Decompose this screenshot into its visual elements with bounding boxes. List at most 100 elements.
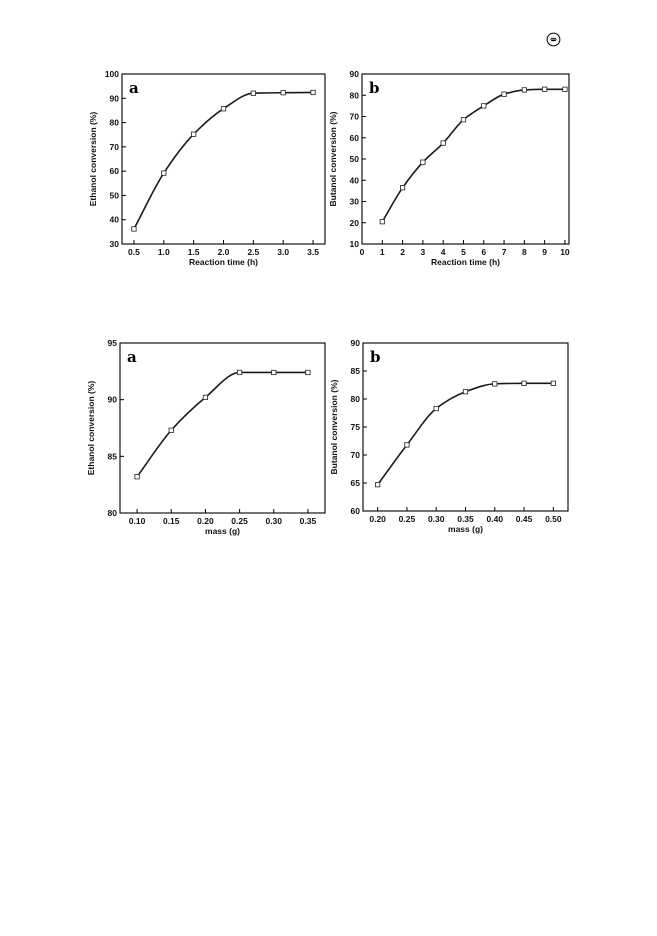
x-tick-label: 0.50: [545, 514, 562, 524]
data-point: [134, 474, 140, 480]
series-line: [133, 91, 314, 230]
x-axis-title: mass (g): [448, 524, 483, 534]
data-point: [433, 405, 439, 412]
data-point: [375, 482, 381, 488]
data-point: [492, 381, 498, 387]
y-tick-label: 60: [351, 506, 361, 516]
y-tick-label: 90: [351, 338, 361, 348]
x-tick-label: 3.0: [277, 247, 289, 257]
series-line: [381, 88, 565, 223]
data-point: [440, 140, 446, 146]
x-tick-label: 2.5: [247, 247, 259, 257]
y-tick-label: 80: [108, 508, 118, 518]
chart-ethanol-vs-mass: 0.10 0.15 0.20 0.25 0.30 0.35 80 85 90 95 mass (g)…: [86, 338, 326, 536]
y-tick-label: 70: [110, 142, 120, 152]
y-tick-label: 40: [110, 215, 120, 225]
y-tick-label: 60: [110, 166, 120, 176]
data-point: [420, 159, 426, 165]
y-tick-label: 90: [350, 69, 360, 79]
data-point: [481, 103, 487, 109]
data-point: [399, 185, 406, 191]
data-point: [404, 442, 410, 448]
plot-frame: [361, 73, 570, 245]
y-axis-title: Butanol conversion (%): [328, 111, 338, 206]
data-point: [271, 369, 277, 376]
x-tick-label: 1: [380, 247, 385, 257]
data-point: [379, 219, 385, 225]
y-axis-title: Ethanol conversion (%): [86, 381, 96, 476]
x-tick-label: 0.20: [369, 514, 386, 524]
x-tick-label: 1.5: [188, 247, 200, 257]
x-tick-label: 0.20: [197, 516, 214, 526]
x-tick-label: 0.35: [300, 516, 317, 526]
x-tick-label: 2.0: [218, 247, 230, 257]
data-point: [562, 86, 568, 92]
data-point: [305, 369, 311, 376]
plot-frame: [121, 73, 326, 245]
x-tick-label: 0.35: [457, 514, 474, 524]
x-tick-label: 0.10: [129, 516, 146, 526]
y-tick-label: 20: [350, 218, 360, 228]
data-point: [521, 380, 527, 386]
x-tick-label: 4: [441, 247, 446, 257]
y-tick-label: 50: [350, 154, 360, 164]
data-point: [521, 87, 527, 93]
chart-ethanol-vs-time: 0.5 1.0 1.5 2.0 2.5 3.0 3.5 30 40 50 60 70 80 90 100 Re…: [88, 69, 326, 267]
series-line: [376, 382, 554, 486]
y-tick-label: 10: [350, 239, 360, 249]
x-axis-title: mass (g): [205, 526, 240, 536]
y-tick-label: 80: [351, 394, 361, 404]
panel-label: a: [127, 348, 137, 366]
x-tick-label: 3: [421, 247, 426, 257]
x-tick-label: 10: [560, 247, 570, 257]
panel-label: a: [129, 79, 139, 97]
data-point: [550, 380, 556, 386]
plot-frame: [362, 342, 569, 512]
x-tick-label: 7: [502, 247, 507, 257]
data-point: [310, 89, 316, 96]
y-tick-label: 75: [351, 422, 361, 432]
chart-butanol-vs-mass: 0.20 0.25 0.30 0.35 0.40 0.45 0.50 60 65 70 75 80 85…: [329, 338, 569, 534]
y-tick-label: 80: [350, 90, 360, 100]
y-axis-title: Butanol conversion (%): [329, 379, 339, 474]
data-point: [236, 369, 243, 376]
data-point: [280, 90, 286, 96]
x-tick-label: 0.25: [231, 516, 248, 526]
data-point: [542, 86, 548, 92]
y-tick-label: 85: [351, 366, 361, 376]
data-point: [131, 226, 137, 232]
y-tick-label: 30: [350, 197, 360, 207]
data-point: [250, 90, 256, 96]
x-tick-label: 0.30: [428, 514, 445, 524]
y-tick-label: 70: [351, 450, 361, 460]
y-tick-label: 80: [110, 118, 120, 128]
x-tick-label: 2: [400, 247, 405, 257]
x-tick-label: 1.0: [158, 247, 170, 257]
x-tick-label: 6: [481, 247, 486, 257]
series-line: [136, 371, 308, 478]
panel-label: b: [369, 79, 380, 97]
x-tick-label: 0: [360, 247, 365, 257]
x-tick-label: 5: [461, 247, 466, 257]
y-tick-label: 65: [351, 478, 361, 488]
x-tick-label: 0.15: [163, 516, 180, 526]
x-tick-label: 9: [542, 247, 547, 257]
data-point: [191, 131, 197, 137]
x-tick-label: 0.25: [399, 514, 416, 524]
data-point: [501, 91, 507, 97]
y-tick-label: 90: [110, 93, 120, 103]
x-tick-label: 0.40: [487, 514, 504, 524]
data-point: [220, 106, 227, 112]
x-axis-title: Reaction time (h): [431, 257, 500, 267]
y-tick-label: 70: [350, 112, 360, 122]
y-tick-label: 95: [108, 338, 118, 348]
x-tick-label: 8: [522, 247, 527, 257]
data-point: [168, 427, 174, 433]
x-axis-title: Reaction time (h): [189, 257, 258, 267]
x-tick-label: 0.5: [128, 247, 140, 257]
journal-logo-icon: [546, 32, 561, 47]
data-point: [462, 389, 469, 395]
x-tick-label: 3.5: [307, 247, 319, 257]
x-tick-label: 0.30: [265, 516, 282, 526]
data-point: [460, 117, 467, 123]
